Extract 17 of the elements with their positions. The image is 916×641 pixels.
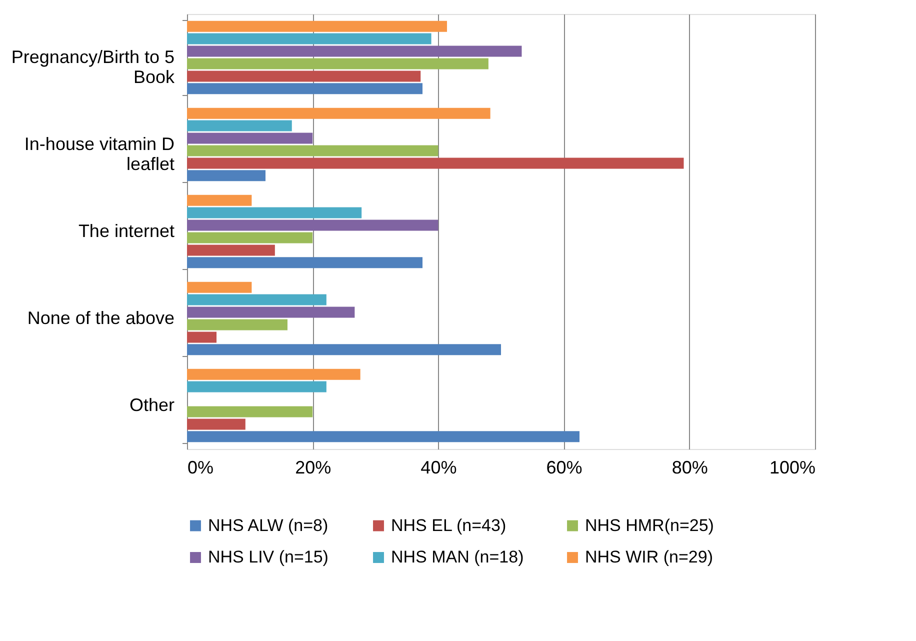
legend-label: NHS MAN (n=18) [391, 548, 524, 566]
legend-label: NHS WIR (n=29) [585, 548, 713, 566]
x-tick-label: 100% [769, 458, 816, 478]
legend-label: NHS HMR(n=25) [585, 516, 714, 535]
y-tick-label: In-house vitamin D leaflet [24, 134, 174, 174]
legend-label: NHS EL (n=43) [391, 516, 506, 535]
x-tick-label: 80% [672, 458, 708, 478]
x-tick-label: 20% [295, 458, 332, 478]
legend-label: NHS LIV (n=15) [208, 548, 328, 566]
y-tick-label: Other [129, 395, 174, 415]
y-tick-label: None of the above [27, 308, 174, 328]
y-tick-label: Pregnancy/Birth to 5 Book [11, 47, 176, 87]
legend-label: NHS ALW (n=8) [208, 516, 328, 535]
x-tick-label: 40% [420, 458, 457, 478]
x-tick-label: 60% [546, 458, 582, 478]
y-tick-label: The internet [78, 221, 174, 241]
x-tick-label: 0% [188, 458, 214, 478]
